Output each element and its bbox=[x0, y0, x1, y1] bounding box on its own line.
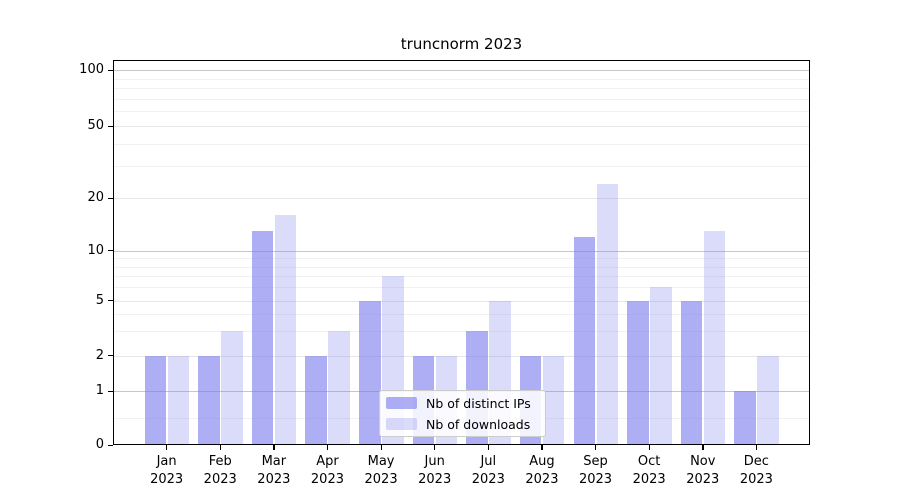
chart-title: truncnorm 2023 bbox=[400, 35, 523, 53]
bar-sep-downloads bbox=[596, 183, 619, 445]
x-tick-label: Apr 2023 bbox=[310, 454, 344, 487]
bar-sep-ips bbox=[573, 236, 596, 445]
y-tick bbox=[108, 69, 113, 71]
x-tick bbox=[702, 445, 704, 450]
y-tick bbox=[108, 125, 113, 127]
minor-gridline bbox=[113, 287, 810, 289]
x-tick bbox=[648, 445, 650, 450]
legend: Nb of distinct IPs Nb of downloads bbox=[379, 390, 546, 437]
legend-swatch-downloads bbox=[386, 418, 417, 430]
y-tick-label: 20 bbox=[87, 190, 104, 205]
bar-nov-downloads bbox=[703, 230, 726, 445]
y-tick-label: 5 bbox=[95, 292, 104, 308]
bar-may-ips bbox=[359, 300, 381, 445]
y-tick bbox=[108, 390, 113, 392]
y-tick bbox=[108, 197, 113, 199]
bar-aug-downloads bbox=[542, 355, 565, 445]
minor-gridline bbox=[113, 266, 810, 268]
y-tick bbox=[108, 250, 113, 252]
gridline-y-20 bbox=[113, 198, 810, 199]
bar-jan-ips bbox=[144, 355, 167, 445]
bar-feb-ips bbox=[198, 355, 220, 445]
y-tick bbox=[108, 300, 113, 302]
x-tick-label: May 2023 bbox=[364, 454, 398, 487]
legend-item-distinct-ips: Nb of distinct IPs bbox=[386, 394, 539, 412]
x-tick-label: Sep 2023 bbox=[578, 454, 613, 487]
y-tick-label: 0 bbox=[95, 437, 104, 452]
bar-apr-downloads bbox=[328, 331, 350, 445]
x-tick bbox=[326, 445, 329, 450]
bar-dec-ips bbox=[734, 391, 756, 445]
plot-frame bbox=[113, 60, 810, 445]
legend-swatch-distinct-ips bbox=[386, 397, 417, 409]
gridline-y-5 bbox=[113, 300, 810, 302]
minor-gridline bbox=[113, 78, 810, 80]
x-tick-label: Oct 2023 bbox=[632, 454, 666, 487]
x-tick bbox=[380, 445, 382, 450]
bar-jan-downloads bbox=[167, 355, 190, 445]
x-tick bbox=[166, 445, 168, 450]
x-tick bbox=[755, 445, 758, 450]
y-tick-label: 100 bbox=[79, 62, 104, 77]
x-tick bbox=[541, 445, 543, 450]
bar-oct-ips bbox=[627, 300, 649, 445]
x-tick-label: Feb 2023 bbox=[203, 454, 237, 487]
y-tick bbox=[108, 444, 113, 446]
x-tick-label: Jan 2023 bbox=[150, 454, 184, 487]
y-tick-label: 10 bbox=[87, 242, 104, 258]
minor-gridline bbox=[113, 143, 810, 145]
minor-gridline bbox=[113, 98, 810, 100]
gridline-y-2 bbox=[113, 355, 810, 357]
minor-gridline bbox=[113, 166, 810, 168]
x-tick-label: Nov 2023 bbox=[686, 454, 720, 487]
bar-nov-ips bbox=[680, 300, 703, 445]
x-tick-label: Jun 2023 bbox=[418, 454, 452, 487]
y-tick-label: 1 bbox=[95, 383, 104, 398]
bar-mar-downloads bbox=[274, 214, 297, 445]
x-tick bbox=[487, 445, 490, 450]
minor-gridline bbox=[113, 313, 810, 315]
x-tick-label: Dec 2023 bbox=[739, 454, 773, 487]
bar-feb-downloads bbox=[221, 331, 243, 445]
bar-oct-downloads bbox=[650, 287, 672, 445]
bar-mar-ips bbox=[251, 230, 274, 445]
x-tick bbox=[595, 445, 597, 450]
legend-item-downloads: Nb of downloads bbox=[386, 415, 539, 433]
x-tick-label: Mar 2023 bbox=[257, 454, 291, 487]
x-tick-label: Jul 2023 bbox=[471, 454, 505, 487]
bar-dec-downloads bbox=[757, 355, 779, 445]
minor-gridline bbox=[113, 331, 810, 333]
y-tick-label: 2 bbox=[95, 347, 104, 363]
x-tick-label: Aug 2023 bbox=[525, 454, 559, 487]
minor-gridline bbox=[113, 88, 810, 90]
y-tick bbox=[108, 355, 113, 357]
x-tick bbox=[219, 445, 222, 450]
minor-gridline bbox=[113, 111, 810, 113]
y-tick-label: 50 bbox=[87, 118, 104, 133]
minor-gridline bbox=[113, 258, 810, 260]
x-tick bbox=[434, 445, 436, 450]
gridline-y-50 bbox=[113, 126, 810, 127]
minor-gridline bbox=[113, 276, 810, 278]
legend-label: Nb of distinct IPs bbox=[426, 395, 531, 411]
legend-label: Nb of downloads bbox=[426, 416, 531, 432]
x-tick bbox=[273, 445, 275, 450]
bar-apr-ips bbox=[305, 355, 327, 445]
gridline-y-100 bbox=[113, 70, 810, 71]
gridline-y-10 bbox=[113, 250, 810, 252]
